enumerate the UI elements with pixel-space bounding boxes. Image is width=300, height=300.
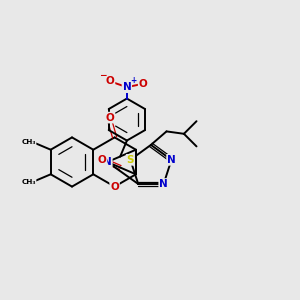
Text: CH₃: CH₃ — [21, 139, 36, 145]
Text: N: N — [122, 82, 131, 92]
Text: N: N — [103, 157, 112, 167]
Text: N: N — [167, 155, 176, 165]
Text: O: O — [106, 76, 115, 86]
Text: O: O — [110, 182, 119, 192]
Text: S: S — [127, 155, 134, 165]
Text: O: O — [98, 155, 106, 165]
Text: O: O — [105, 112, 114, 123]
Text: +: + — [130, 76, 136, 85]
Text: −: − — [98, 71, 106, 80]
Text: O: O — [139, 79, 148, 88]
Text: CH₃: CH₃ — [21, 179, 36, 185]
Text: N: N — [159, 179, 168, 189]
